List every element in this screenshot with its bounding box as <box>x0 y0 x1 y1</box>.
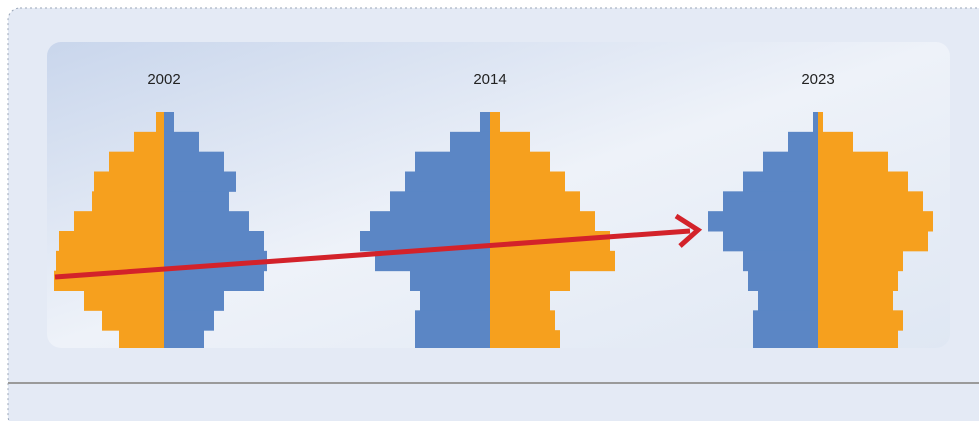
pyramid-bar <box>818 330 898 350</box>
pyramid-bar <box>490 310 555 330</box>
pyramid-bar <box>818 271 898 291</box>
plots <box>54 112 933 351</box>
pyramid-bar <box>119 330 164 350</box>
pyramid-bar <box>743 251 818 271</box>
pyramid-bar <box>164 112 174 132</box>
pyramid-bar <box>164 330 204 350</box>
pyramid-bar <box>370 211 490 231</box>
pyramid-bar <box>156 112 164 132</box>
pyramid-bar <box>109 152 164 172</box>
pyramid-bar <box>490 291 550 311</box>
pyramid-bar <box>420 291 490 311</box>
pyramid-bar <box>490 211 595 231</box>
pyramid-bar <box>164 291 224 311</box>
pyramid-bar <box>753 310 818 330</box>
pyramid-bar <box>818 310 903 330</box>
pyramid-bar <box>708 211 818 231</box>
pyramid-bar <box>490 191 580 211</box>
pyramid-bar <box>490 172 565 192</box>
pyramid-bar <box>164 172 236 192</box>
pyramid-bar <box>818 231 928 251</box>
pyramid-bar <box>84 291 164 311</box>
pyramid-bar <box>164 231 264 251</box>
pyramid-bar <box>480 112 490 132</box>
pyramid-bar <box>134 132 164 152</box>
pyramid-bar <box>813 112 818 132</box>
pyramid-bar <box>92 191 164 211</box>
chart-title: 2002 <box>147 71 180 88</box>
pyramid-bar <box>818 191 923 211</box>
pyramid-bar <box>723 191 818 211</box>
pyramid-bar <box>164 132 199 152</box>
pyramid-bar <box>748 271 818 291</box>
pyramid-bar <box>490 112 500 132</box>
pyramid-bar <box>59 231 164 251</box>
pyramid-bar <box>818 291 893 311</box>
pyramid-bar <box>164 211 249 231</box>
pyramid-bar <box>164 310 214 330</box>
screen: 2002 2014 2023 <box>0 0 979 421</box>
chart-title: 2014 <box>473 71 506 88</box>
chart-title: 2023 <box>801 71 834 88</box>
pyramid-bar <box>102 310 164 330</box>
pyramid-bar <box>818 152 888 172</box>
pyramid-bar <box>415 330 490 350</box>
pyramid-bar <box>818 112 823 132</box>
pyramid-bar <box>490 271 570 291</box>
pyramid-bar <box>490 251 615 271</box>
pyramid-bar <box>743 172 818 192</box>
pyramid-bar <box>405 172 490 192</box>
pyramid-bar <box>490 152 550 172</box>
pyramid-bar <box>788 132 818 152</box>
pyramid-bar <box>818 251 903 271</box>
pyramid-bar <box>415 310 490 330</box>
pyramid-bar <box>818 172 908 192</box>
pyramid-bar <box>74 211 164 231</box>
pyramid-bar <box>415 152 490 172</box>
pyramid-bar <box>490 132 530 152</box>
pyramid-bar <box>763 152 818 172</box>
pyramid-bar <box>94 172 164 192</box>
pyramid-bar <box>164 152 224 172</box>
pyramid-bar <box>164 271 264 291</box>
pyramid-bar <box>818 211 933 231</box>
pyramid-bar <box>753 330 818 350</box>
pyramid-bar <box>450 132 490 152</box>
pyramid-bar <box>410 271 490 291</box>
pyramid-bar <box>390 191 490 211</box>
pyramid-bar <box>758 291 818 311</box>
pyramid-bar <box>818 132 853 152</box>
pyramid-bar <box>164 191 229 211</box>
pyramid-bar <box>490 330 560 350</box>
pyramid-bar <box>723 231 818 251</box>
